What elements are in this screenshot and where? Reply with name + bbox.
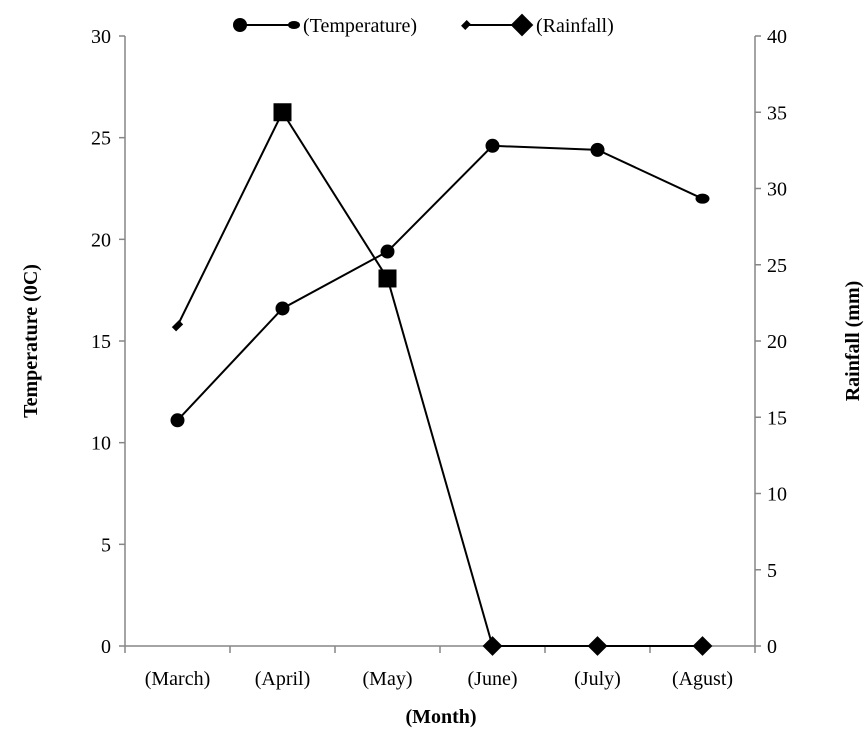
legend-rainfall-marker-small bbox=[461, 20, 471, 30]
rainfall-point bbox=[273, 103, 292, 122]
x-tick-label: (April) bbox=[255, 668, 311, 690]
left-tick-label: 10 bbox=[91, 433, 111, 455]
right-tick-label: 10 bbox=[767, 484, 787, 506]
right-axis-title: Rainfall (mm) bbox=[842, 281, 864, 402]
right-tick-label: 5 bbox=[767, 560, 777, 582]
temperature-line bbox=[176, 144, 703, 421]
temperature-point bbox=[590, 142, 605, 157]
left-tick-label: 0 bbox=[101, 636, 111, 658]
right-tick-label: 20 bbox=[767, 331, 787, 353]
rainfall-point bbox=[482, 636, 503, 656]
left-tick-label: 15 bbox=[91, 331, 111, 353]
legend-temperature-marker-dot bbox=[288, 21, 300, 29]
left-tick-label: 25 bbox=[91, 128, 111, 150]
left-axis-ticks: 0 5 10 15 20 25 30 bbox=[91, 26, 125, 658]
axes bbox=[124, 36, 756, 647]
legend-rainfall-marker-diamond bbox=[510, 13, 534, 37]
rainfall-point bbox=[171, 320, 184, 332]
right-tick-label: 35 bbox=[767, 102, 787, 124]
x-axis-ticks: (March) (April) (May) (June) (July) (Agust) bbox=[124, 646, 756, 690]
rainfall-point bbox=[692, 636, 713, 656]
x-tick-label: (June) bbox=[468, 668, 518, 690]
right-tick-label: 15 bbox=[767, 407, 787, 429]
legend-temperature-label: (Temperature) bbox=[303, 15, 417, 37]
right-axis-ticks: 0 5 10 15 20 25 30 35 40 bbox=[755, 26, 787, 658]
left-tick-label: 20 bbox=[91, 229, 111, 251]
series-layer bbox=[170, 103, 713, 656]
x-tick-label: (Agust) bbox=[672, 668, 733, 690]
legend-temperature-marker-circle bbox=[233, 18, 247, 32]
x-tick-label: (March) bbox=[145, 668, 211, 690]
right-tick-label: 30 bbox=[767, 179, 787, 201]
left-tick-label: 30 bbox=[91, 26, 111, 48]
rainfall-line bbox=[176, 110, 703, 647]
rainfall-point bbox=[587, 636, 608, 656]
left-axis-title: Temperature (0C) bbox=[20, 264, 42, 418]
temperature-point bbox=[275, 301, 290, 316]
rainfall-point bbox=[378, 269, 397, 288]
right-tick-label: 40 bbox=[767, 26, 787, 48]
x-tick-label: (July) bbox=[574, 668, 621, 690]
x-tick-label: (May) bbox=[363, 668, 413, 690]
legend: (Temperature) (Rainfall) bbox=[233, 13, 614, 37]
left-tick-label: 5 bbox=[101, 534, 111, 556]
temperature-point bbox=[485, 138, 500, 153]
right-tick-label: 0 bbox=[767, 636, 777, 658]
legend-rainfall-label: (Rainfall) bbox=[536, 15, 614, 37]
x-axis-title: (Month) bbox=[405, 706, 476, 728]
temperature-point bbox=[695, 193, 710, 204]
temperature-point bbox=[170, 413, 185, 428]
temperature-point bbox=[380, 244, 395, 259]
right-tick-label: 25 bbox=[767, 255, 787, 277]
